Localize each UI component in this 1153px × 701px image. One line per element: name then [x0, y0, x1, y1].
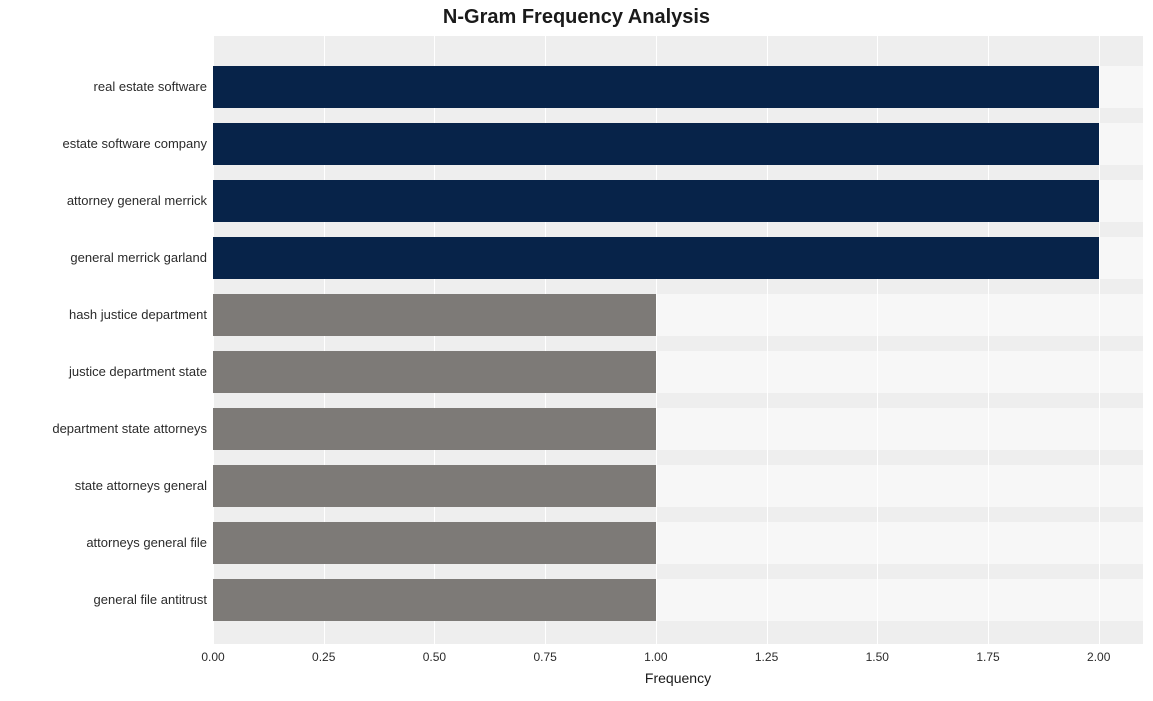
bar [213, 351, 656, 393]
y-tick-label: justice department state [69, 364, 207, 379]
row-band [213, 393, 1143, 408]
bar [213, 294, 656, 336]
y-tick-label: estate software company [62, 136, 207, 151]
x-tick-label: 0.00 [201, 650, 224, 664]
gridline [1099, 36, 1100, 644]
row-band [213, 279, 1143, 294]
bar [213, 123, 1099, 165]
y-tick-label: attorney general merrick [67, 193, 207, 208]
bar [213, 522, 656, 564]
ngram-chart: N-Gram Frequency Analysis Frequency real… [0, 0, 1153, 701]
row-band [213, 564, 1143, 579]
x-tick-label: 2.00 [1087, 650, 1110, 664]
bar [213, 579, 656, 621]
row-band [213, 336, 1143, 351]
y-tick-label: general merrick garland [70, 250, 207, 265]
chart-title: N-Gram Frequency Analysis [0, 6, 1153, 29]
y-tick-label: attorneys general file [86, 535, 207, 550]
x-tick-label: 0.50 [423, 650, 446, 664]
y-tick-label: department state attorneys [52, 421, 207, 436]
row-band [213, 108, 1143, 123]
row-band [213, 621, 1143, 645]
x-tick-label: 1.00 [644, 650, 667, 664]
bar [213, 408, 656, 450]
plot-area [213, 36, 1143, 644]
bar [213, 180, 1099, 222]
y-tick-label: general file antitrust [94, 592, 207, 607]
x-tick-label: 1.25 [755, 650, 778, 664]
row-band [213, 222, 1143, 237]
y-tick-label: state attorneys general [75, 478, 207, 493]
y-tick-label: real estate software [94, 79, 207, 94]
row-band [213, 165, 1143, 180]
bar [213, 237, 1099, 279]
x-axis-title: Frequency [213, 670, 1143, 686]
x-tick-label: 1.75 [976, 650, 999, 664]
x-tick-label: 1.50 [866, 650, 889, 664]
x-tick-label: 0.75 [533, 650, 556, 664]
bar [213, 465, 656, 507]
bar [213, 66, 1099, 108]
y-tick-label: hash justice department [69, 307, 207, 322]
row-band [213, 36, 1143, 66]
row-band [213, 450, 1143, 465]
row-band [213, 507, 1143, 522]
x-tick-label: 0.25 [312, 650, 335, 664]
